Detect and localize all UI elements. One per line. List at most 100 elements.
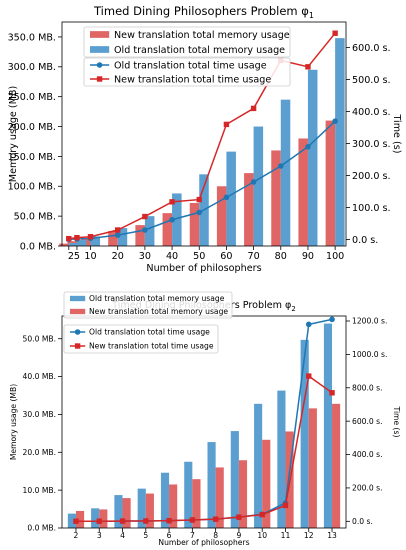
chart1-ytick-label: 100.0 MB. xyxy=(8,182,56,193)
chart2-xlabel: Number of philosophers xyxy=(158,538,249,547)
chart1-bar-a-90 xyxy=(298,138,308,246)
chart1-xtick-label: 90 xyxy=(302,251,314,262)
chart1-point-2-10 xyxy=(87,234,94,240)
chart2-legend-swatch xyxy=(70,295,86,302)
chart1-legend-label: Old translation total memory usage xyxy=(114,45,285,56)
chart2-point-2-5 xyxy=(143,518,149,524)
chart1-legend-marker xyxy=(96,62,103,68)
chart2-ytick-label: 10.0 MB. xyxy=(23,486,57,495)
chart1-point-2-20 xyxy=(115,227,121,233)
chart2-point-2-6 xyxy=(166,517,172,524)
chart1-ytick-label: 350.0 MB. xyxy=(8,32,56,43)
chart2-xtick-label: 4 xyxy=(120,531,125,540)
chart2-legend-swatch xyxy=(70,308,86,315)
chart1-bar-a-50 xyxy=(189,202,200,246)
chart2-xtick-label: 11 xyxy=(281,531,291,540)
chart1-legend-lines xyxy=(83,57,291,87)
chart2-y2tick-label: 0.0 s. xyxy=(352,517,373,526)
chart1-y2tick-label: 500.0 s. xyxy=(352,75,391,86)
chart1-point-2-70 xyxy=(250,105,257,112)
chart2-xtick-label: 12 xyxy=(304,531,314,540)
chart2-point-2-2 xyxy=(73,518,79,524)
chart1-y2tick-label: 400.0 s. xyxy=(352,107,391,118)
chart1-ytick-label: 200.0 MB. xyxy=(8,122,56,133)
chart2-bar-b-4 xyxy=(122,498,131,528)
chart1-bar-a-60 xyxy=(216,186,227,246)
chart1-bar-b-5 xyxy=(76,240,87,246)
chart2-legend-label: New translation total memory usage xyxy=(89,307,228,316)
chart1-xtick-label: 30 xyxy=(139,251,151,262)
chart2-legend-lines xyxy=(63,324,219,354)
chart2-bar-a-5 xyxy=(137,488,146,528)
chart1-point-2-100 xyxy=(332,30,338,36)
chart1-ytick-label: 150.0 MB. xyxy=(8,152,56,163)
chart2-bar-a-3 xyxy=(91,508,100,528)
chart2-xtick-label: 9 xyxy=(236,531,241,540)
chart2-title-subscript: 2 xyxy=(291,305,295,313)
chart2-ylabel: Memory usage (MB) xyxy=(9,384,18,460)
chart2-y2tick-label: 1000.0 s. xyxy=(352,350,387,359)
chart2-legend-label: Old translation total memory usage xyxy=(89,294,225,303)
chart2-legend-marker xyxy=(74,329,81,335)
chart2-point-2-11 xyxy=(282,502,289,509)
chart1-bar-b-20 xyxy=(117,228,128,246)
chart2-y2tick-label: 600.0 s. xyxy=(352,417,383,426)
chart1-point-2-90 xyxy=(305,64,311,70)
chart1-legend-bars xyxy=(83,26,291,58)
chart1-legend-label: New translation total time usage xyxy=(114,74,271,85)
chart1-xtick-label: 100 xyxy=(326,251,344,262)
chart2-bar-b-6 xyxy=(169,484,178,528)
chart1-bar-b-40 xyxy=(172,193,182,246)
chart2-bar-b-12 xyxy=(308,408,317,528)
chart2-ytick-label: 20.0 MB. xyxy=(23,448,57,457)
chart2-point-2-12 xyxy=(306,373,312,379)
chart2-bar-b-3 xyxy=(99,509,108,528)
chart2-bar-a-6 xyxy=(160,472,170,528)
chart1-bar-b-70 xyxy=(253,126,264,246)
chart2-legend-marker xyxy=(74,343,81,349)
chart1-xtick-label: 70 xyxy=(247,251,259,262)
chart1-point-1-30 xyxy=(142,227,148,233)
chart1-point-1-40 xyxy=(169,216,175,223)
chart1-ylabel: Memory usage (MB) xyxy=(8,86,19,182)
chart1-point-1-60 xyxy=(223,194,230,201)
chart2-bar-a-11 xyxy=(277,390,286,528)
chart1-bar-a-70 xyxy=(244,173,254,246)
chart1-bar-a-20 xyxy=(108,231,118,246)
chart1-ytick-label: 0.0 MB. xyxy=(20,241,56,252)
chart2-y2tick-label: 1200.0 s. xyxy=(352,317,387,326)
chart1-bar-a-2 xyxy=(59,243,69,246)
chart1-point-1-70 xyxy=(250,179,257,185)
chart2-point-2-13 xyxy=(329,390,335,396)
chart1-ytick-label: 50.0 MB. xyxy=(14,211,56,222)
chart1-bar-a-40 xyxy=(162,213,173,246)
chart2-bar-a-9 xyxy=(230,431,239,528)
chart2-y2label: Time (s) xyxy=(392,406,401,438)
chart1-y2tick-label: 100.0 s. xyxy=(352,203,391,214)
chart1-xlabel: Number of philosophers xyxy=(146,263,261,274)
chart1-point-1-90 xyxy=(305,144,311,150)
chart1-point-1-100 xyxy=(332,118,338,124)
chart1-bar-a-80 xyxy=(271,150,281,246)
chart1-bar-a-100 xyxy=(325,120,336,246)
chart1-xtick-label: 60 xyxy=(220,251,232,262)
chart2-bar-a-8 xyxy=(207,442,216,528)
chart2-ytick-label: 40.0 MB. xyxy=(23,372,57,381)
chart2-point-2-3 xyxy=(96,518,102,524)
chart2-y2tick-label: 800.0 s. xyxy=(352,383,383,392)
chart2-series-line-2 xyxy=(75,374,333,522)
chart1-bar-b-30 xyxy=(144,216,155,246)
chart2-bar-b-2 xyxy=(75,510,85,528)
chart1-point-2-60 xyxy=(223,121,230,128)
chart2-point-2-10 xyxy=(259,511,265,518)
chart1-legend-label: New translation total memory usage xyxy=(114,30,290,41)
chart2-bar-a-2 xyxy=(67,513,76,528)
chart2-xtick-label: 10 xyxy=(257,531,267,540)
chart2-bar-a-13 xyxy=(323,323,333,528)
chart1-bar-b-2 xyxy=(68,243,79,246)
chart2-point-2-8 xyxy=(212,516,219,522)
chart1-xtick-label: 80 xyxy=(275,251,287,262)
chart1-bar-b-10 xyxy=(90,236,101,246)
chart1-y2label: Time (s) xyxy=(391,113,402,153)
chart2-ytick-label: 50.0 MB. xyxy=(23,334,57,343)
